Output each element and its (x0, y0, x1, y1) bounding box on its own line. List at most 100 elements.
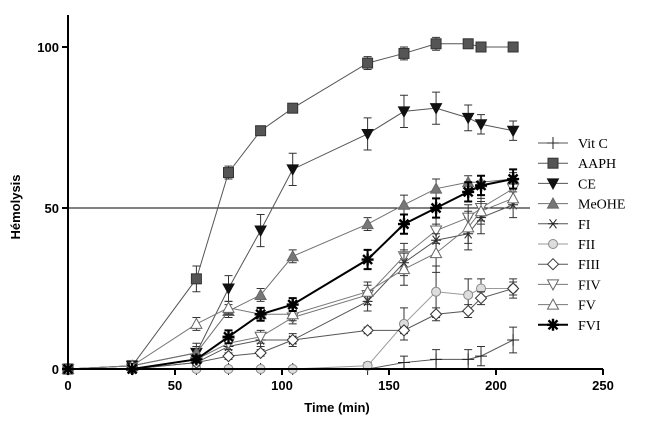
axes-layer: Time (min) Hémolysis (8, 15, 603, 415)
point-fiii-6 (361, 324, 374, 337)
point-fiii-3 (222, 349, 235, 363)
point-fvi-5-core (289, 301, 296, 308)
point-aaph-4 (255, 125, 267, 137)
x-axis-title: Time (min) (304, 400, 370, 415)
point-aaph-7 (398, 47, 410, 59)
x-tick-label-250: 250 (592, 378, 614, 393)
x-tick-label-0: 0 (64, 378, 71, 393)
point-ce-3 (222, 283, 235, 296)
point-fiv-8 (429, 225, 443, 238)
point-fv-2 (190, 317, 203, 329)
series-fiv (61, 175, 520, 376)
point-aaph-2 (190, 273, 202, 285)
legend-marker-meohe (546, 197, 560, 209)
point-fvi-2-core (193, 356, 200, 363)
point-ce-6 (361, 128, 374, 141)
series-line-fi (68, 204, 514, 370)
legend-item-fiii: FIII (538, 257, 600, 273)
point-aaph-6 (362, 57, 374, 69)
point-vit-c-9 (462, 353, 475, 366)
point-fvi-3-core (225, 333, 232, 340)
legend-item-aaph: AAPH (538, 157, 616, 172)
legend-label-fiii: FIII (578, 258, 600, 273)
y-tick-label-0: 0 (52, 362, 59, 377)
y-tick-label-100: 100 (37, 40, 59, 55)
legend-marker-fi (548, 218, 558, 229)
legend-label-fi: FI (578, 218, 591, 233)
series-fi (63, 191, 519, 374)
legend-label-fvi: FVI (578, 319, 601, 334)
point-fiii-5 (286, 333, 299, 347)
legend-item-ce: CE (538, 177, 596, 192)
point-fvi-10-core (478, 182, 485, 189)
point-fv-6 (361, 285, 374, 297)
point-fiii-9 (461, 304, 475, 318)
series-fv (61, 188, 520, 374)
point-aaph-9 (462, 38, 474, 50)
point-aaph-11 (507, 41, 519, 53)
legend-label-aaph: AAPH (578, 157, 616, 172)
x-tick-label-150: 150 (378, 378, 400, 393)
point-meohe-7 (397, 198, 411, 210)
point-ce-11 (506, 125, 520, 138)
legend-marker-fvi-core (550, 321, 556, 328)
point-ce-7 (397, 106, 411, 118)
point-fii-9 (463, 289, 474, 300)
point-aaph-5 (287, 102, 299, 114)
legend-item-fii: FII (538, 238, 595, 253)
point-meohe-6 (361, 217, 374, 230)
point-vit-c-10 (475, 350, 488, 363)
point-aaph-10 (475, 41, 487, 53)
ticks-layer: 0 50 100 150 200 250 0 50 100 (37, 40, 614, 393)
point-fiii-4 (254, 346, 267, 360)
point-fv-7 (397, 262, 411, 275)
legend-marker-fv (546, 298, 560, 310)
point-vit-c-8 (430, 353, 443, 366)
y-tick-label-50: 50 (45, 201, 59, 216)
legend-label-fii: FII (578, 238, 595, 253)
point-fvi-7-core (400, 221, 407, 228)
point-vit-c-7 (397, 356, 410, 369)
legend-label-meohe: MeOHE (578, 198, 625, 213)
legend-marker-fii (548, 239, 558, 249)
series-line-fv (67, 197, 514, 370)
point-fv-10 (474, 204, 488, 217)
legend-item-fv: FV (538, 298, 596, 314)
point-fiv-4 (254, 331, 267, 344)
legend-label-ce: CE (578, 177, 596, 192)
point-fvi-6-core (364, 256, 371, 263)
legend-marker-ce (546, 178, 560, 190)
legend-item-meohe: MeOHE (538, 197, 625, 213)
legend: Vit C AAPH CE MeOHE FI FII FIII FIV FV FVI (538, 137, 625, 334)
point-fvi-11-core (510, 176, 517, 183)
point-fv-5 (286, 307, 300, 320)
x-tick-label-200: 200 (485, 378, 507, 393)
y-axis-title: Hémolysis (8, 174, 23, 239)
point-fv-8 (429, 246, 443, 259)
legend-marker-vit-c (547, 137, 559, 149)
series-layer (61, 36, 520, 376)
legend-marker-aaph (547, 157, 559, 169)
point-ce-8 (429, 103, 443, 115)
point-fiii-8 (429, 308, 443, 321)
point-fv-3 (222, 301, 235, 313)
point-fiii-7 (397, 324, 411, 337)
x-tick-label-100: 100 (271, 378, 293, 393)
legend-label-vit-c: Vit C (578, 137, 608, 152)
point-fv-11 (506, 191, 520, 204)
legend-label-fv: FV (578, 299, 596, 314)
legend-label-fiv: FIV (578, 278, 601, 293)
series-ce (61, 91, 520, 376)
legend-item-fiv: FIV (538, 278, 601, 293)
point-meohe-5 (286, 249, 300, 262)
legend-marker-fiii (546, 257, 560, 271)
point-meohe-8 (429, 182, 443, 194)
point-ce-4 (254, 225, 267, 238)
point-ce-10 (474, 119, 488, 131)
point-aaph-8 (430, 38, 442, 50)
legend-item-fvi: FVI (538, 319, 601, 334)
point-vit-c-11 (507, 334, 520, 347)
legend-marker-fiv (546, 279, 560, 291)
legend-item-fi: FI (538, 218, 591, 233)
